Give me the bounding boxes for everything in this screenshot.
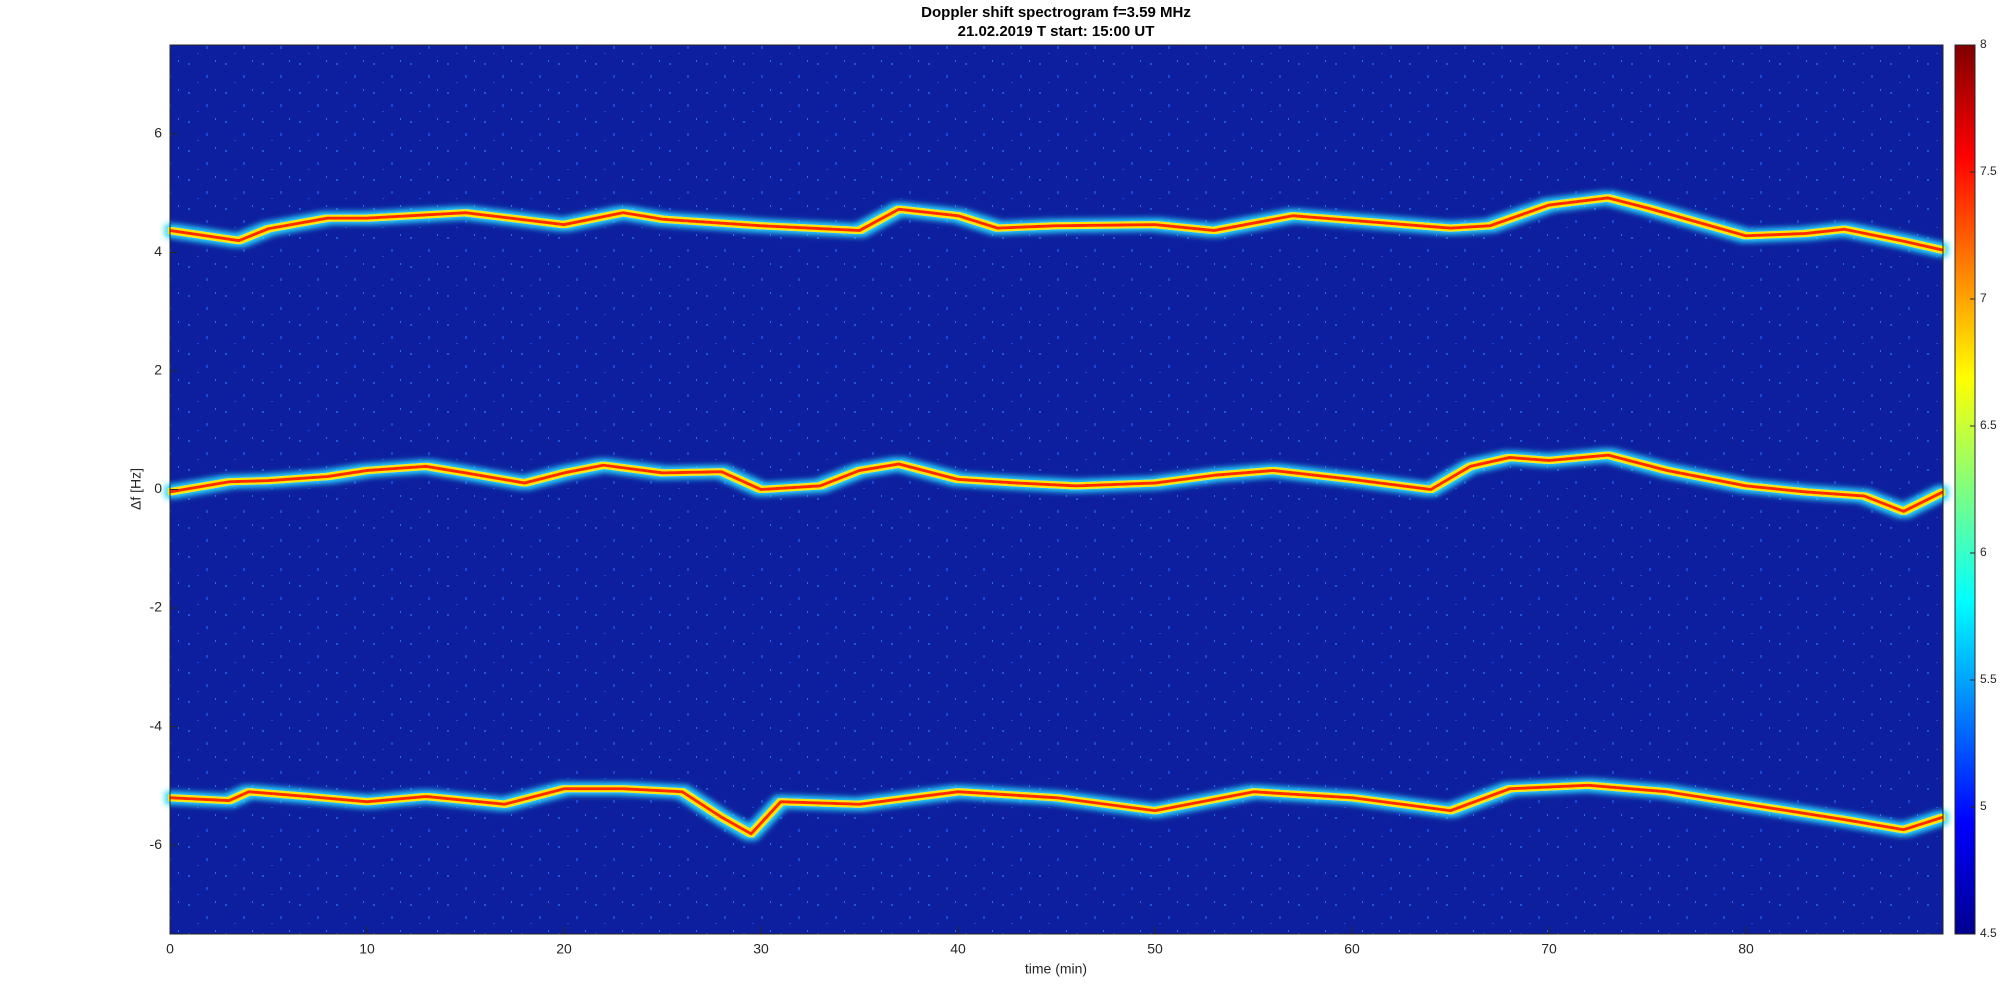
x-tick-label: 70 xyxy=(1541,941,1557,957)
colorbar-tick-label: 5.5 xyxy=(1980,672,1997,686)
colorbar-tick-label: 5 xyxy=(1980,799,1987,813)
colorbar-tick-label: 6.5 xyxy=(1980,418,1997,432)
x-tick-label: 80 xyxy=(1738,941,1754,957)
y-tick-label: -4 xyxy=(150,717,163,733)
x-tick-label: 20 xyxy=(556,941,572,957)
x-tick-label: 40 xyxy=(950,941,966,957)
colorbar-tick-label: 4.5 xyxy=(1980,926,1997,940)
y-tick-label: 6 xyxy=(154,125,162,141)
colorbar-tick-label: 6 xyxy=(1980,545,1987,559)
y-tick-label: 4 xyxy=(154,243,162,259)
y-tick-label: 2 xyxy=(154,362,162,378)
x-tick-label: 50 xyxy=(1147,941,1163,957)
x-tick-label: 10 xyxy=(359,941,375,957)
y-tick-label: -6 xyxy=(150,836,163,852)
y-axis-label: Δf [Hz] xyxy=(128,468,144,510)
colorbar-tick-label: 7.5 xyxy=(1980,164,1997,178)
plot-noise xyxy=(170,45,1943,934)
colorbar-tick-label: 7 xyxy=(1980,291,1987,305)
x-axis-label: time (min) xyxy=(1025,961,1087,977)
colorbar-tick-label: 8 xyxy=(1980,37,1987,51)
chart-subtitle: 21.02.2019 T start: 15:00 UT xyxy=(958,23,1155,40)
y-tick-label: 0 xyxy=(154,480,162,496)
x-tick-label: 60 xyxy=(1344,941,1360,957)
x-tick-label: 0 xyxy=(166,941,174,957)
signal-trace xyxy=(169,453,1944,513)
signal-trace xyxy=(169,783,1944,836)
colorbar xyxy=(1954,44,1976,935)
y-tick-label: -2 xyxy=(150,599,163,615)
x-tick-label: 30 xyxy=(753,941,769,957)
chart-title: Doppler shift spectrogram f=3.59 MHz xyxy=(921,4,1191,21)
signal-trace xyxy=(169,196,1944,252)
